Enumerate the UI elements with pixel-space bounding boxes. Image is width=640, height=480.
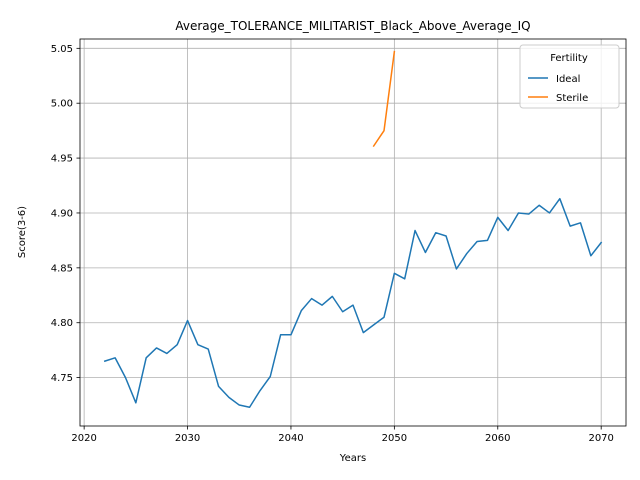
x-axis-label: Years [339, 453, 366, 464]
y-tick-label: 4.85 [51, 263, 73, 274]
y-tick-label: 5.00 [51, 99, 73, 110]
y-axis-label: Score(3-6) [17, 206, 28, 258]
y-tick-label: 4.80 [51, 318, 73, 329]
y-axis-ticks: 4.75 4.80 4.85 4.90 4.95 5.00 5.05 [51, 44, 80, 384]
series-lines [103, 50, 603, 408]
x-tick-label: 2060 [485, 433, 510, 444]
legend-label-ideal: Ideal [556, 74, 580, 85]
x-axis-ticks: 2020 2030 2040 2050 2060 2070 [71, 426, 614, 444]
x-tick-label: 2070 [588, 433, 613, 444]
legend-box [519, 44, 620, 109]
y-tick-label: 4.75 [51, 373, 73, 384]
x-tick-label: 2030 [175, 433, 200, 444]
series-line-ideal [103, 197, 603, 408]
x-tick-label: 2050 [382, 433, 407, 444]
legend: Fertility Ideal Sterile [519, 44, 620, 109]
plot-frame [79, 38, 627, 427]
series-line-sterile [372, 50, 396, 148]
y-tick-label: 5.05 [51, 44, 73, 55]
y-tick-label: 4.95 [51, 154, 73, 165]
legend-title: Fertility [550, 53, 588, 64]
chart-title: Average_TOLERANCE_MILITARIST_Black_Above… [175, 19, 530, 33]
x-tick-label: 2020 [71, 433, 96, 444]
legend-label-sterile: Sterile [556, 93, 588, 104]
y-tick-label: 4.90 [51, 208, 73, 219]
x-tick-label: 2040 [278, 433, 303, 444]
grid-lines [80, 39, 626, 426]
